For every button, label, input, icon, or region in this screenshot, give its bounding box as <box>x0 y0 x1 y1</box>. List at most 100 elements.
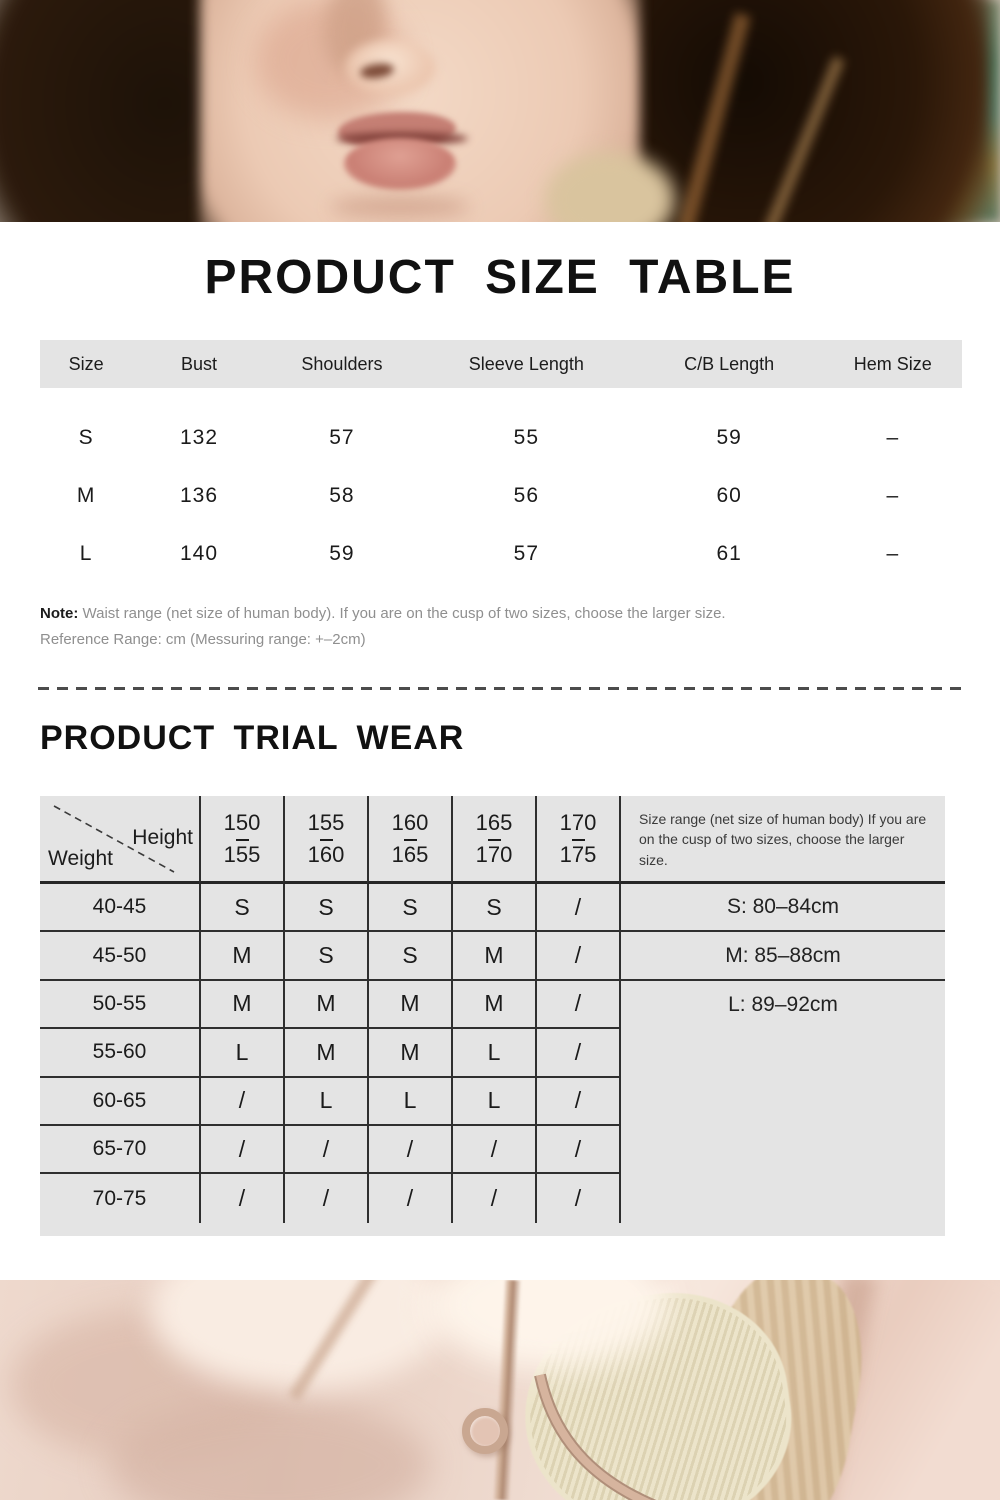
photo-coat-button <box>462 1407 508 1454</box>
matrix-cell: L <box>283 1077 367 1126</box>
matrix-cell: M <box>199 980 283 1030</box>
note-label: Note: <box>40 605 79 622</box>
weight-row-label: 40-45 <box>40 884 199 933</box>
weight-row-label: 65-70 <box>40 1126 199 1175</box>
matrix-cell: / <box>535 980 619 1030</box>
note-line: Note: Waist range (net size of human bod… <box>40 601 1000 627</box>
reference-range-text: Reference Range: cm (Messuring range: +–… <box>40 631 366 648</box>
height-to: 160 <box>307 841 345 867</box>
column-header-size: Size <box>68 353 104 374</box>
matrix-cell: / <box>535 1174 619 1223</box>
size-range-m: M: 85–88cm <box>619 932 945 981</box>
column-header-cb-length: C/B Length <box>684 353 775 374</box>
column-header-hem-size: Hem Size <box>853 353 932 374</box>
empty-cell <box>619 1174 945 1223</box>
photo-coat-fold <box>110 1399 430 1500</box>
cell-cb-length: 59 <box>716 426 742 449</box>
cell-shoulders: 58 <box>329 484 355 507</box>
trial-wear-table: Height Weight 150 155 155 160 160 165 16… <box>40 796 945 1236</box>
column-header-shoulders: Shoulders <box>301 353 383 374</box>
column-header-sleeve-length: Sleeve Length <box>468 353 584 374</box>
size-table-title: PRODUCT SIZE TABLE <box>204 251 796 304</box>
height-to: 155 <box>223 841 261 867</box>
cell-shoulders: 57 <box>329 426 355 449</box>
cell-bust: 132 <box>180 426 219 449</box>
empty-cell <box>619 1125 945 1175</box>
weight-row-label: 60-65 <box>40 1078 199 1126</box>
size-range-l: L: 89–92cm <box>619 980 945 1030</box>
coat-detail-photo <box>0 1279 1000 1500</box>
matrix-cell: / <box>367 1125 451 1175</box>
matrix-cell: / <box>451 1125 535 1175</box>
range-dash <box>487 838 501 841</box>
height-from: 160 <box>391 809 429 835</box>
matrix-cell: L <box>451 1029 535 1078</box>
height-from: 170 <box>559 809 597 835</box>
height-from: 150 <box>223 809 261 835</box>
range-dash <box>571 838 585 841</box>
size-table-body: S 132 57 55 59 – M 136 58 56 60 – L 140 … <box>0 388 1000 583</box>
cell-size: M <box>76 484 96 507</box>
matrix-cell: / <box>451 1174 535 1223</box>
matrix-cell: M <box>367 980 451 1030</box>
matrix-cell: / <box>283 1125 367 1175</box>
size-row-l: L 140 59 57 61 – <box>40 525 962 583</box>
height-to: 175 <box>559 841 597 867</box>
height-to: 170 <box>475 841 513 867</box>
cell-bust: 140 <box>180 542 219 565</box>
matrix-cell: / <box>535 884 619 933</box>
height-axis-label: Height <box>132 826 193 849</box>
empty-cell <box>619 1029 945 1078</box>
cell-hem: – <box>886 484 900 507</box>
model-face-photo <box>0 0 1000 222</box>
height-column-header: 170 175 <box>535 796 619 884</box>
matrix-cell: / <box>199 1125 283 1175</box>
matrix-cell: M <box>451 980 535 1030</box>
height-from: 155 <box>307 809 345 835</box>
height-column-header: 160 165 <box>367 796 451 884</box>
weight-row-label: 55-60 <box>40 1029 199 1078</box>
range-dash <box>235 838 249 841</box>
matrix-cell: S <box>367 884 451 933</box>
matrix-cell: L <box>451 1077 535 1126</box>
corner-header-cell: Height Weight <box>40 796 199 884</box>
matrix-cell: M <box>283 1029 367 1078</box>
matrix-cell: S <box>283 884 367 933</box>
size-range-s: S: 80–84cm <box>619 884 945 933</box>
trial-wear-title: PRODUCT TRIAL WEAR <box>40 719 465 757</box>
matrix-cell: / <box>199 1077 283 1126</box>
range-dash <box>319 838 333 841</box>
dashed-divider <box>38 687 962 690</box>
photo-chin-shadow <box>330 196 470 218</box>
trial-wear-side-note: Size range (net size of human body) If y… <box>619 796 945 884</box>
matrix-cell: / <box>283 1174 367 1223</box>
photo-lower-lip <box>344 138 456 190</box>
matrix-cell: / <box>367 1174 451 1223</box>
height-column-header: 150 155 <box>199 796 283 884</box>
weight-axis-label: Weight <box>48 847 113 870</box>
matrix-cell: M <box>199 932 283 981</box>
column-header-bust: Bust <box>181 353 218 374</box>
matrix-cell: M <box>367 1029 451 1078</box>
cell-hem: – <box>886 542 900 565</box>
cell-sleeve: 55 <box>513 426 539 449</box>
range-dash <box>403 838 417 841</box>
matrix-cell: M <box>283 980 367 1030</box>
empty-cell <box>619 1077 945 1126</box>
matrix-cell: L <box>367 1077 451 1126</box>
cell-sleeve: 57 <box>513 542 539 565</box>
cell-hem: – <box>886 426 900 449</box>
size-row-s: S 132 57 55 59 – <box>40 409 962 467</box>
height-column-header: 155 160 <box>283 796 367 884</box>
matrix-cell: M <box>451 932 535 981</box>
diagonal-divider-line <box>53 805 175 873</box>
matrix-cell: S <box>199 884 283 933</box>
matrix-cell: / <box>535 1077 619 1126</box>
cell-size: S <box>78 426 94 449</box>
weight-row-label: 50-55 <box>40 981 199 1030</box>
matrix-cell: L <box>199 1029 283 1078</box>
size-table-notes: Note: Waist range (net size of human bod… <box>40 601 1000 653</box>
size-row-m: M 136 58 56 60 – <box>40 467 962 525</box>
matrix-cell: S <box>451 884 535 933</box>
